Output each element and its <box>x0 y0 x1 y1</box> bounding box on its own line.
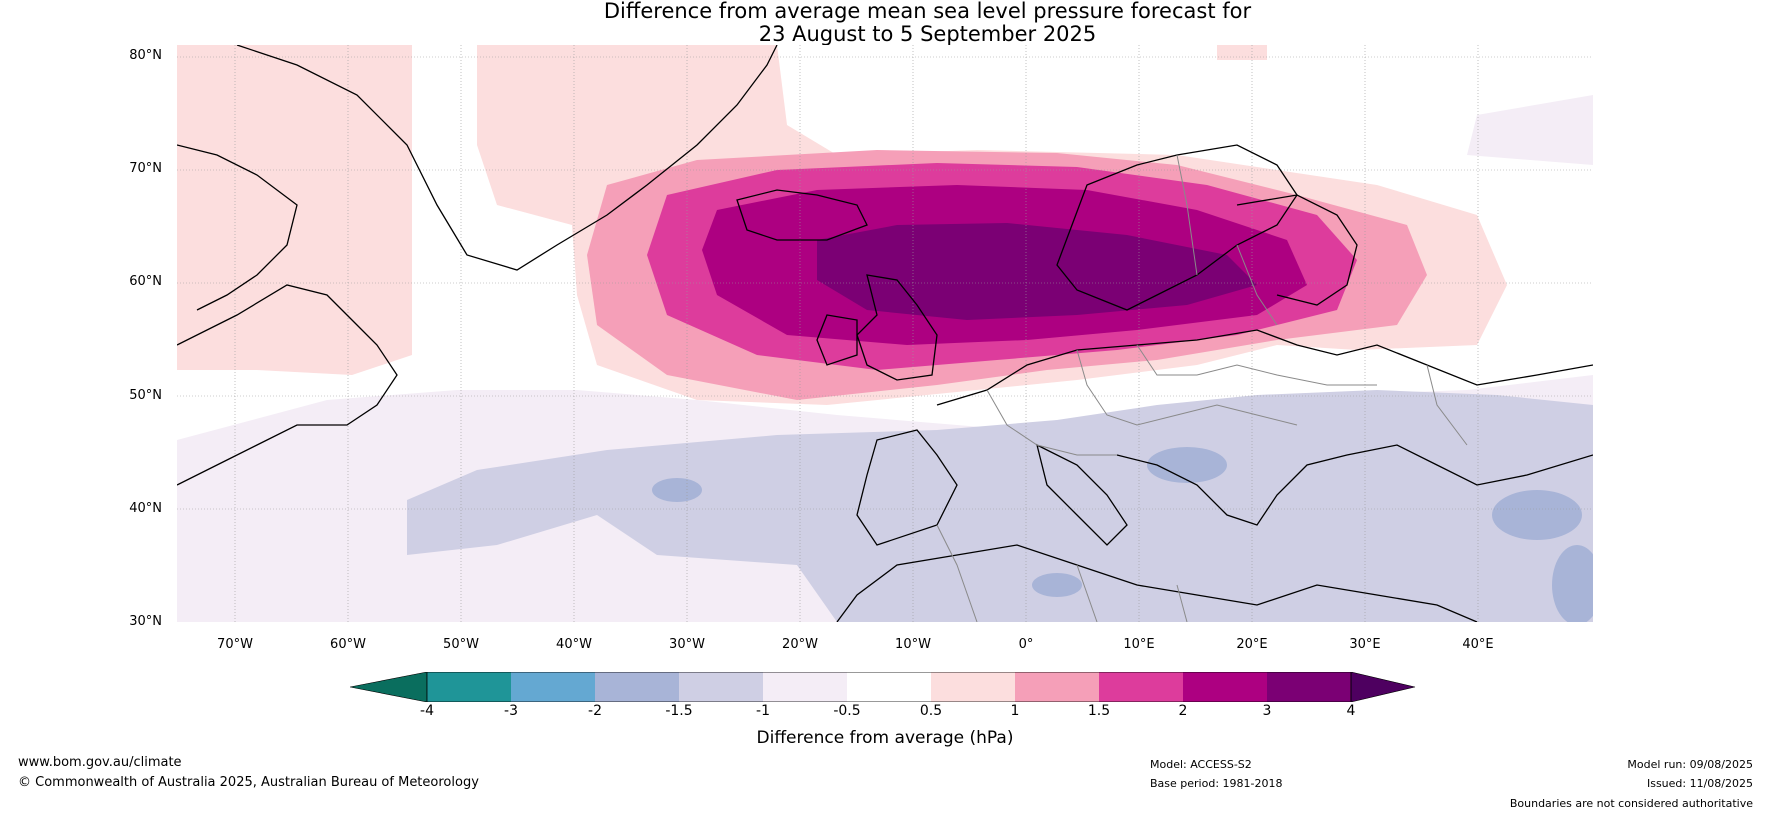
band-pos-0-5-c <box>1217 45 1267 60</box>
lat-label-40n: 40°N <box>129 501 162 516</box>
cb-tick-3: -2 <box>588 703 602 719</box>
coast-iceland <box>736 189 868 241</box>
band-neg-1-5-b <box>1147 447 1227 483</box>
band-pos-3 <box>817 223 1257 320</box>
cb-swatch-p1 <box>1015 672 1099 702</box>
lat-label-70n: 70°N <box>129 161 162 176</box>
lon-label-10w: 10°W <box>895 637 931 652</box>
cb-swatch-p3 <box>1267 672 1351 702</box>
colorbar-label: Difference from average (hPa) <box>756 728 1014 748</box>
coast-italy <box>1036 443 1128 546</box>
lat-label-30n: 30°N <box>129 614 162 629</box>
lon-label-60w: 60°W <box>330 637 366 652</box>
coast-ireland <box>816 314 858 366</box>
title-line-2: 23 August to 5 September 2025 <box>758 22 1097 46</box>
cb-tick-4: -1.5 <box>665 703 693 719</box>
map-title: Difference from average mean sea level p… <box>0 0 1770 46</box>
borders <box>936 154 1468 622</box>
graticule <box>177 45 1593 622</box>
model-name: Model: ACCESS-S2 <box>1150 758 1252 771</box>
lon-label-40w: 40°W <box>556 637 592 652</box>
cb-swatch-lt-minus4 <box>350 672 428 702</box>
coast-europe <box>936 329 1593 406</box>
cb-swatch-m1-5 <box>679 672 763 702</box>
coast-finland <box>1236 194 1358 306</box>
forecast-map <box>177 45 1593 622</box>
lat-label-60n: 60°N <box>129 274 162 289</box>
band-neg-1-5-c <box>1032 573 1082 597</box>
lon-label-10e: 10°E <box>1123 637 1155 652</box>
coast-balkans <box>1116 444 1593 526</box>
lon-label-0: 0° <box>1018 637 1034 652</box>
coast-labrador <box>177 284 398 486</box>
band-neg-1-5-d <box>1492 490 1582 540</box>
anomaly-contours <box>177 45 1593 622</box>
model-run-date: Model run: 09/08/2025 <box>1627 758 1753 771</box>
lon-label-30w: 30°W <box>669 637 705 652</box>
lon-label-30e: 30°E <box>1349 637 1381 652</box>
greenland-ice-neutral <box>412 45 477 280</box>
cb-tick-10: 2 <box>1178 703 1188 719</box>
base-period: Base period: 1981-2018 <box>1150 777 1283 790</box>
cb-swatch-m4 <box>427 672 511 702</box>
lon-label-70w: 70°W <box>217 637 253 652</box>
lat-label-50n: 50°N <box>129 388 162 403</box>
coastlines <box>177 45 1593 622</box>
cb-tick-8: 1 <box>1010 703 1020 719</box>
coast-greenland <box>236 45 778 271</box>
cb-tick-6: -0.5 <box>833 703 861 719</box>
cb-swatch-neutral <box>847 672 931 702</box>
title-line-1: Difference from average mean sea level p… <box>603 0 1252 23</box>
cb-swatch-m2 <box>595 672 679 702</box>
band-neg-1 <box>407 390 1593 622</box>
cb-tick-11: 3 <box>1262 703 1272 719</box>
cb-tick-9: 1.5 <box>1087 703 1111 719</box>
cb-swatch-p0-5 <box>931 672 1015 702</box>
band-pos-0-5 <box>177 45 412 375</box>
coast-baffin <box>177 144 298 311</box>
cb-swatch-m3 <box>511 672 595 702</box>
coast-britain <box>856 274 938 381</box>
issued-date: Issued: 11/08/2025 <box>1646 777 1753 790</box>
coast-africa <box>836 544 1478 622</box>
lon-label-20w: 20°W <box>782 637 818 652</box>
website-link[interactable]: www.bom.gov.au/climate <box>18 755 182 770</box>
cb-tick-7: 0.5 <box>919 703 943 719</box>
cb-tick-5: -1 <box>756 703 770 719</box>
lat-label-80n: 80°N <box>129 48 162 63</box>
lon-label-50w: 50°W <box>443 637 479 652</box>
lon-label-20e: 20°E <box>1236 637 1268 652</box>
band-neg-1-5-a <box>652 478 702 502</box>
colorbar <box>350 672 1416 702</box>
cb-tick-12: 4 <box>1346 703 1356 719</box>
cb-swatch-p2 <box>1183 672 1267 702</box>
boundaries-disclaimer: Boundaries are not considered authoritat… <box>1509 797 1753 810</box>
copyright-text: © Commonwealth of Australia 2025, Austra… <box>18 775 479 790</box>
lon-label-40e: 40°E <box>1462 637 1494 652</box>
band-neg-1-5-e <box>1552 545 1593 622</box>
cb-swatch-p1-5 <box>1099 672 1183 702</box>
cb-tick-1: -4 <box>420 703 434 719</box>
cb-tick-2: -3 <box>504 703 518 719</box>
cb-swatch-m1 <box>763 672 847 702</box>
cb-swatch-gt-4 <box>1350 672 1416 702</box>
